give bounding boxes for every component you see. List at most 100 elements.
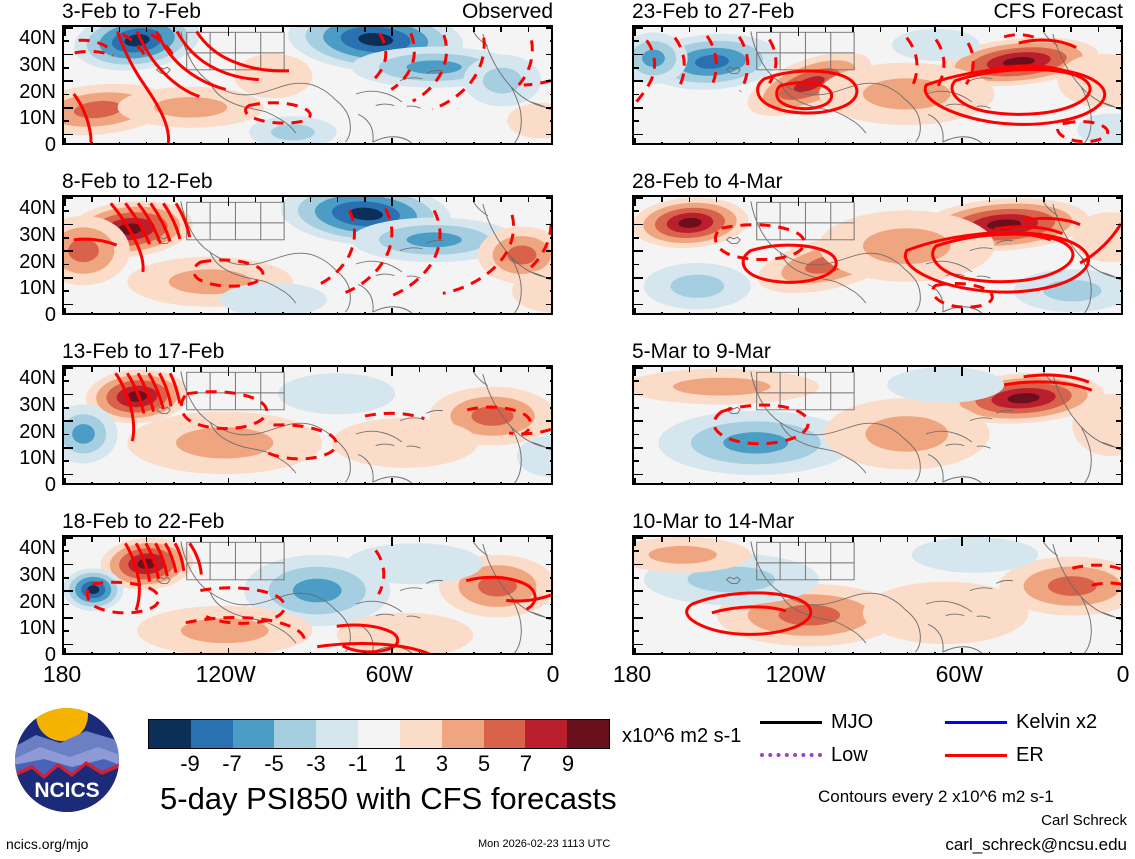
axis-tick (934, 482, 936, 483)
axis-tick (634, 577, 639, 579)
axis-tick (634, 393, 643, 396)
map-field (64, 367, 551, 483)
x-tick-label: 60W (365, 661, 413, 687)
axis-tick (1116, 617, 1121, 619)
y-tick-label: 40N (19, 537, 56, 560)
panel-title: 13-Feb to 17-Feb (62, 340, 225, 363)
axis-tick (1120, 40, 1121, 42)
axis-tick (254, 537, 257, 542)
axis-tick (445, 197, 448, 202)
axis-tick (879, 27, 881, 32)
axis-tick (797, 648, 800, 653)
axis-tick (770, 652, 772, 653)
axis-tick (634, 420, 643, 422)
axis-tick (770, 142, 772, 143)
y-tick-label: 10N (19, 107, 56, 130)
panel-column-header: Observed (461, 0, 553, 23)
axis-tick (91, 27, 93, 32)
axis-tick (743, 142, 745, 143)
axis-tick (688, 197, 691, 202)
axis-tick (546, 107, 551, 109)
axis-tick (200, 537, 202, 542)
axis-tick (309, 142, 311, 143)
coastlines (725, 201, 1121, 313)
axis-tick (1120, 577, 1121, 579)
map-panel[interactable]: 10-Mar to 14-Mar 180 120W 60W 0 (613, 511, 1130, 688)
axis-tick (961, 648, 963, 653)
axis-tick (550, 237, 551, 239)
axis-tick (634, 367, 636, 376)
map-frame (62, 195, 553, 315)
colorbar-swatch-8 (483, 720, 526, 748)
axis-tick (309, 312, 311, 313)
axis-tick (743, 312, 745, 313)
axis-tick (1120, 433, 1121, 436)
axis-tick (634, 93, 639, 96)
axis-tick (661, 482, 663, 483)
axis-tick (661, 197, 663, 202)
axis-tick (145, 197, 148, 202)
axis-tick (934, 537, 936, 542)
axis-tick (550, 263, 551, 266)
map-panel[interactable]: 23-Feb to 27-Feb CFS Forecast (632, 1, 1123, 145)
legend-line-swatch (945, 753, 1007, 757)
axis-tick (546, 590, 551, 592)
axis-tick (91, 652, 93, 653)
legend-item-kelvin-x2[interactable]: Kelvin x2 (945, 712, 1097, 732)
legend-item-mjo[interactable]: MJO (760, 712, 873, 732)
axis-tick (906, 482, 909, 483)
axis-tick (64, 590, 73, 592)
legend-line-swatch (945, 720, 1007, 724)
axis-tick (546, 303, 551, 306)
axis-tick (1097, 652, 1100, 653)
axis-tick (634, 290, 639, 292)
map-panel[interactable]: 5-Mar to 9-Mar (632, 341, 1123, 485)
axis-tick (1043, 367, 1045, 372)
axis-tick (500, 537, 502, 542)
axis-tick (634, 550, 639, 552)
axis-tick (634, 223, 643, 226)
axis-tick (550, 67, 551, 69)
map-panel[interactable]: 18-Feb to 22-Feb 40N 30N 20N 10N 0 180 120W 60… (19, 511, 559, 688)
map-panel[interactable]: 13-Feb to 17-Feb 40N 30N 20N 10N 0 (19, 341, 553, 495)
axis-tick (364, 197, 366, 202)
axis-tick (64, 27, 66, 36)
axis-tick (852, 537, 854, 542)
axis-tick (1116, 277, 1121, 279)
map-panel[interactable]: 28-Feb to 4-Mar (632, 171, 1123, 315)
legend-item-low[interactable]: Low (760, 745, 868, 765)
colorbar-swatch-9 (525, 720, 568, 748)
axis-tick (445, 537, 448, 542)
axis-tick (906, 27, 909, 32)
axis-tick (546, 563, 551, 566)
map-panel[interactable]: 8-Feb to 12-Feb 40N 30N 20N 10N 0 (19, 171, 553, 325)
contour-lines (716, 218, 1121, 307)
axis-tick (824, 482, 827, 483)
axis-tick (546, 367, 551, 369)
axis-tick (64, 277, 73, 279)
axis-tick (879, 142, 881, 143)
y-tick-label: 30N (19, 394, 56, 416)
axis-tick (118, 142, 121, 143)
axis-tick (824, 142, 827, 143)
axis-tick (934, 142, 936, 143)
axis-tick (634, 237, 639, 239)
x-axis-labels: 180 120W 60W 0 (43, 655, 560, 689)
axis-tick (1116, 393, 1121, 396)
x-tick-label: 0 (1116, 661, 1130, 687)
axis-tick (1120, 630, 1121, 632)
y-tick-label: 10N (19, 277, 56, 300)
axis-tick (527, 142, 530, 143)
axis-tick (961, 367, 963, 376)
axis-tick (1070, 482, 1072, 483)
map-panel[interactable]: 3-Feb to 7-Feb Observed 40N 30N 20N 10N 0 (19, 1, 553, 155)
contours-note: Contours every 2 x10^6 m2 s-1 (818, 787, 1054, 806)
axis-tick (546, 27, 551, 29)
axis-tick (546, 223, 551, 226)
axis-tick (336, 367, 339, 372)
coastlines (725, 31, 1121, 143)
legend-item-er[interactable]: ER (945, 745, 1044, 765)
axis-tick (634, 367, 643, 369)
map-field (634, 367, 1121, 483)
axis-tick (1116, 27, 1121, 29)
